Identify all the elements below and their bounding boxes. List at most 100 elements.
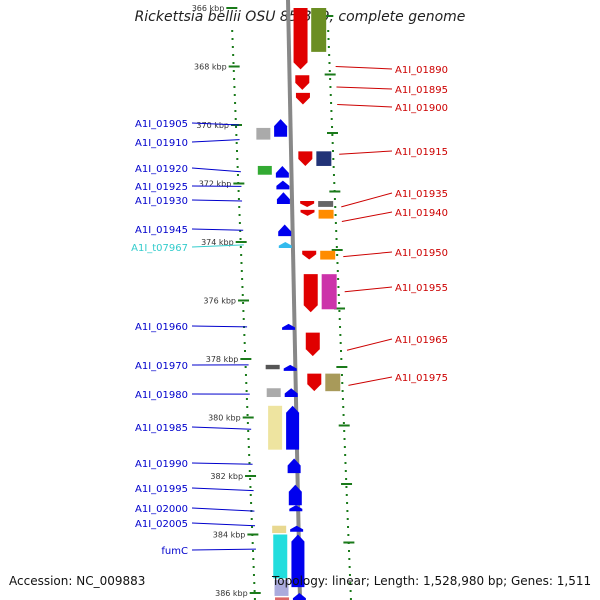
right-leader-line (337, 104, 393, 108)
left-gene-label: A1I_02005 (135, 519, 188, 530)
right-leader-line (344, 286, 393, 293)
gene-arrow (302, 250, 317, 260)
left-gene-label: A1I_01930 (135, 196, 188, 207)
right-leader-line (341, 192, 393, 208)
gene-arrow (278, 224, 292, 237)
right-gene-label: A1I_01965 (395, 335, 448, 346)
gene-feature-box (274, 579, 289, 596)
kbp-tick-label: 386 kbp (215, 589, 248, 598)
gene-arrow (276, 192, 290, 204)
left-leader-line (191, 167, 241, 173)
gene-arrow (282, 323, 296, 330)
gene-arrow (284, 388, 298, 398)
right-gene-label: A1I_01915 (395, 147, 448, 158)
right-gene-label: A1I_01890 (395, 65, 448, 76)
left-leader-line (191, 122, 240, 126)
gene-arrow (300, 209, 315, 216)
kbp-tick-label: 382 kbp (210, 472, 243, 481)
right-leader-line (346, 338, 393, 351)
accession-text: Accession: NC_009883 (9, 574, 146, 588)
gene-arrow (283, 364, 297, 371)
gene-feature-box (273, 534, 288, 579)
gene-feature-box (321, 274, 337, 310)
gene-arrow (295, 75, 310, 90)
right-leader-line (348, 376, 393, 386)
kbp-tick-label: 372 kbp (199, 180, 232, 189)
right-leader-line (341, 211, 393, 223)
feature-layer (256, 8, 341, 600)
left-leader-line (191, 507, 255, 512)
left-gene-label: fumC (161, 546, 188, 557)
left-gene-label: A1I_01920 (135, 164, 188, 175)
kbp-tick-label: 380 kbp (208, 414, 241, 423)
gene-feature-box (272, 525, 287, 534)
left-gene-label: A1I_t07967 (131, 243, 188, 254)
gene-feature-box (275, 597, 290, 600)
gene-feature-box (257, 165, 272, 175)
left-leader-line (191, 462, 253, 465)
gene-feature-box (265, 364, 280, 370)
right-gene-label: A1I_01900 (395, 103, 448, 114)
gene-feature-box (268, 405, 283, 450)
kbp-tick-label: 378 kbp (206, 355, 239, 364)
left-gene-label: A1I_01945 (135, 225, 188, 236)
left-gene-label: A1I_01990 (135, 459, 188, 470)
left-leader-line (191, 522, 256, 527)
right-leader-line (343, 251, 393, 258)
left-leader-line (191, 244, 244, 248)
left-leader-line (191, 487, 254, 492)
left-leader-line (191, 199, 243, 202)
left-gene-label: A1I_02000 (135, 504, 188, 515)
gene-arrow (287, 458, 301, 474)
kbp-tick-label: 384 kbp (213, 531, 246, 540)
kbp-tick-label: 376 kbp (203, 297, 236, 306)
kbp-tick-label: 366 kbp (192, 4, 225, 13)
gene-arrow (289, 505, 303, 512)
left-gene-label: A1I_01995 (135, 484, 188, 495)
gene-feature-box (256, 127, 271, 140)
gene-feature-box (266, 388, 281, 398)
gene-arrow (307, 373, 322, 392)
summary-text: Topology: linear; Length: 1,528,980 bp; … (272, 574, 592, 588)
label-layer: A1I_01905 A1I_01910 A1I_01920 A1I_01925 A1I_… (131, 65, 448, 557)
gene-feature-box (318, 201, 334, 207)
gene-arrow (293, 8, 308, 70)
gene-arrow (275, 165, 289, 178)
gene-arrow (300, 201, 315, 208)
left-leader-line (191, 426, 252, 430)
gene-feature-box (320, 250, 336, 260)
gene-feature-box (316, 151, 332, 166)
right-leader-line (335, 66, 393, 70)
left-leader-line (191, 139, 240, 143)
left-leader-line (191, 548, 256, 551)
gene-arrow (278, 242, 292, 248)
left-gene-label: A1I_01985 (135, 423, 188, 434)
left-leader-line (191, 228, 244, 231)
kbp-tick-label: 374 kbp (201, 238, 234, 247)
left-gene-label: A1I_01960 (135, 322, 188, 333)
right-gene-label: A1I_01935 (395, 189, 448, 200)
right-gene-label: A1I_01955 (395, 283, 448, 294)
gene-feature-box (311, 8, 327, 52)
gene-arrow (274, 119, 288, 137)
gene-feature-box (318, 209, 334, 219)
left-gene-label: A1I_01980 (135, 390, 188, 401)
left-gene-label: A1I_01970 (135, 361, 188, 372)
right-gene-label: A1I_01975 (395, 373, 448, 384)
right-leader-line (339, 150, 393, 155)
gene-arrow (286, 405, 300, 450)
kbp-tick-label: 368 kbp (194, 63, 227, 72)
gene-arrow (295, 92, 310, 105)
left-gene-label: A1I_01905 (135, 119, 188, 130)
left-gene-label: A1I_01910 (135, 138, 188, 149)
gene-arrow (291, 534, 305, 588)
gene-feature-box (325, 373, 341, 392)
gene-arrow (298, 151, 313, 166)
right-gene-label: A1I_01950 (395, 248, 448, 259)
kbp-tick-label: 370 kbp (196, 121, 229, 130)
right-leader-line (336, 86, 393, 90)
gene-arrow (288, 484, 302, 506)
left-gene-label: A1I_01925 (135, 182, 188, 193)
gene-arrow (292, 593, 306, 600)
gene-arrow (305, 332, 320, 357)
